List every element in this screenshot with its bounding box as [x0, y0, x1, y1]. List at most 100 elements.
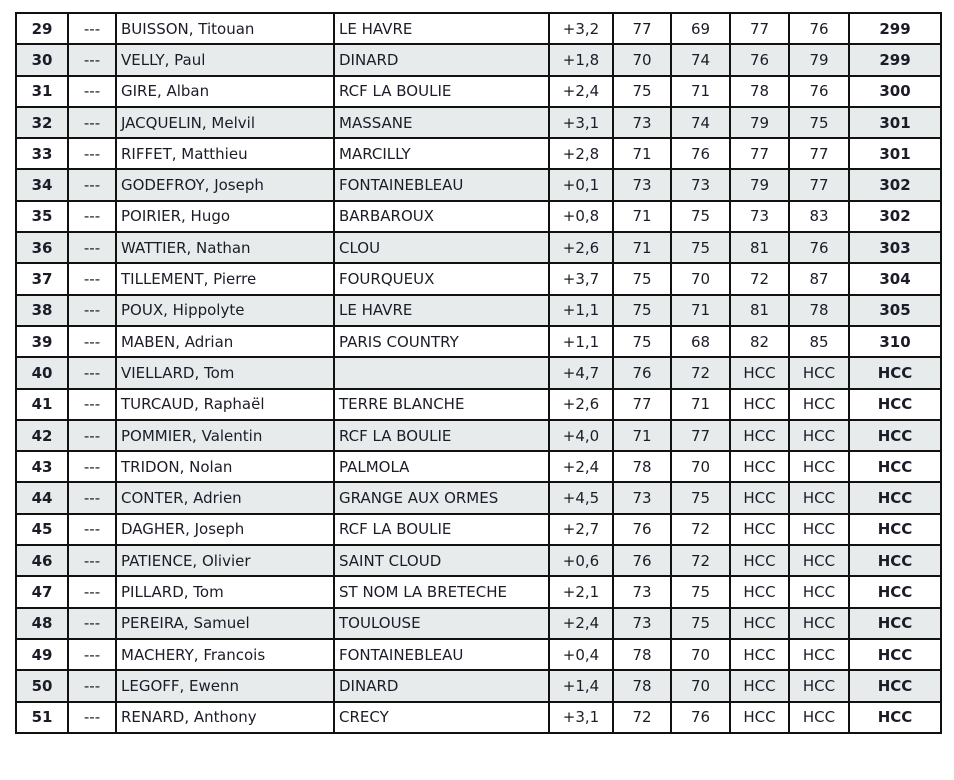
- round-1-cell: 73: [612, 105, 672, 140]
- round-3-cell: HCC: [729, 387, 790, 421]
- table-row: 33 --- RIFFET, Matthieu MARCILLY +2,8 71 76 77 7…: [15, 137, 942, 171]
- round-4-cell: HCC: [788, 481, 850, 515]
- total-cell: HCC: [848, 575, 942, 609]
- position-cell: 45: [15, 512, 69, 547]
- position-cell: 36: [15, 231, 69, 265]
- player-name-cell: TRIDON, Nolan: [115, 450, 335, 484]
- round-4-cell: 77: [788, 168, 850, 202]
- round-2-cell: 71: [670, 293, 731, 327]
- round-3-cell: 81: [729, 293, 790, 327]
- player-name-cell: PATIENCE, Olivier: [115, 544, 335, 578]
- table-row: 41 --- TURCAUD, Raphaël TERRE BLANCHE +2,6 77…: [15, 387, 942, 421]
- total-cell: 301: [848, 105, 942, 140]
- index-cell: +2,4: [548, 74, 614, 108]
- position-cell: 30: [15, 43, 69, 77]
- position-cell: 31: [15, 74, 69, 108]
- total-cell: HCC: [848, 418, 942, 453]
- round-4-cell: 83: [788, 199, 850, 234]
- round-4-cell: 78: [788, 293, 850, 327]
- round-2-cell: 75: [670, 231, 731, 265]
- index-cell: +2,4: [548, 450, 614, 484]
- round-3-cell: HCC: [729, 544, 790, 578]
- round-2-cell: 77: [670, 418, 731, 453]
- results-body: 29 --- BUISSON, Titouan LE HAVRE +3,2 77 69 77 7…: [15, 11, 942, 734]
- round-3-cell: 79: [729, 168, 790, 202]
- position-cell: 46: [15, 544, 69, 578]
- club-cell: GRANGE AUX ORMES: [333, 481, 550, 515]
- index-cell: +4,0: [548, 418, 614, 453]
- table-row: 47 --- PILLARD, Tom ST NOM LA BRETECHE +2,1 7…: [15, 575, 942, 609]
- player-name-cell: MACHERY, Francois: [115, 637, 335, 672]
- round-4-cell: HCC: [788, 575, 850, 609]
- round-3-cell: HCC: [729, 418, 790, 453]
- position-cell: 44: [15, 481, 69, 515]
- round-2-cell: 74: [670, 105, 731, 140]
- round-2-cell: 71: [670, 387, 731, 421]
- total-cell: HCC: [848, 606, 942, 640]
- position-cell: 40: [15, 356, 69, 390]
- mark-cell: ---: [67, 11, 117, 46]
- table-row: 31 --- GIRE, Alban RCF LA BOULIE +2,4 75 71 78 7…: [15, 74, 942, 108]
- round-3-cell: 76: [729, 43, 790, 77]
- total-cell: HCC: [848, 387, 942, 421]
- total-cell: 301: [848, 137, 942, 171]
- round-1-cell: 71: [612, 418, 672, 453]
- mark-cell: ---: [67, 74, 117, 108]
- player-name-cell: CONTER, Adrien: [115, 481, 335, 515]
- index-cell: +2,7: [548, 512, 614, 547]
- round-1-cell: 77: [612, 11, 672, 46]
- index-cell: +0,8: [548, 199, 614, 234]
- round-3-cell: HCC: [729, 450, 790, 484]
- player-name-cell: JACQUELIN, Melvil: [115, 105, 335, 140]
- table-row: 43 --- TRIDON, Nolan PALMOLA +2,4 78 70 HCC HCC H…: [15, 450, 942, 484]
- player-name-cell: DAGHER, Joseph: [115, 512, 335, 547]
- total-cell: 299: [848, 43, 942, 77]
- round-1-cell: 75: [612, 74, 672, 108]
- round-1-cell: 71: [612, 199, 672, 234]
- player-name-cell: WATTIER, Nathan: [115, 231, 335, 265]
- total-cell: HCC: [848, 544, 942, 578]
- total-cell: 305: [848, 293, 942, 327]
- round-3-cell: 77: [729, 11, 790, 46]
- round-3-cell: HCC: [729, 356, 790, 390]
- club-cell: DINARD: [333, 669, 550, 703]
- table-row: 38 --- POUX, Hippolyte LE HAVRE +1,1 75 71 81 78…: [15, 293, 942, 327]
- player-name-cell: GODEFROY, Joseph: [115, 168, 335, 202]
- round-2-cell: 75: [670, 481, 731, 515]
- round-3-cell: 72: [729, 262, 790, 296]
- club-cell: SAINT CLOUD: [333, 544, 550, 578]
- table-row: 32 --- JACQUELIN, Melvil MASSANE +3,1 73 74 79 7…: [15, 105, 942, 140]
- round-4-cell: HCC: [788, 418, 850, 453]
- total-cell: HCC: [848, 669, 942, 703]
- round-4-cell: 87: [788, 262, 850, 296]
- round-4-cell: 79: [788, 43, 850, 77]
- round-1-cell: 75: [612, 262, 672, 296]
- round-3-cell: HCC: [729, 700, 790, 734]
- round-1-cell: 78: [612, 669, 672, 703]
- total-cell: 300: [848, 74, 942, 108]
- club-cell: LE HAVRE: [333, 293, 550, 327]
- round-4-cell: 75: [788, 105, 850, 140]
- total-cell: 302: [848, 168, 942, 202]
- round-1-cell: 73: [612, 481, 672, 515]
- index-cell: +0,6: [548, 544, 614, 578]
- round-2-cell: 72: [670, 356, 731, 390]
- player-name-cell: MABEN, Adrian: [115, 324, 335, 359]
- round-2-cell: 75: [670, 199, 731, 234]
- round-2-cell: 68: [670, 324, 731, 359]
- table-row: 30 --- VELLY, Paul DINARD +1,8 70 74 76 79 299: [15, 43, 942, 77]
- club-cell: ST NOM LA BRETECHE: [333, 575, 550, 609]
- round-1-cell: 76: [612, 544, 672, 578]
- player-name-cell: LEGOFF, Ewenn: [115, 669, 335, 703]
- table-row: 37 --- TILLEMENT, Pierre FOURQUEUX +3,7 75 70 7…: [15, 262, 942, 296]
- club-cell: LE HAVRE: [333, 11, 550, 46]
- mark-cell: ---: [67, 387, 117, 421]
- table-row: 51 --- RENARD, Anthony CRECY +3,1 72 76 HCC HCC H…: [15, 700, 942, 734]
- club-cell: PARIS COUNTRY: [333, 324, 550, 359]
- round-4-cell: HCC: [788, 637, 850, 672]
- club-cell: DINARD: [333, 43, 550, 77]
- position-cell: 48: [15, 606, 69, 640]
- position-cell: 35: [15, 199, 69, 234]
- round-3-cell: HCC: [729, 575, 790, 609]
- position-cell: 39: [15, 324, 69, 359]
